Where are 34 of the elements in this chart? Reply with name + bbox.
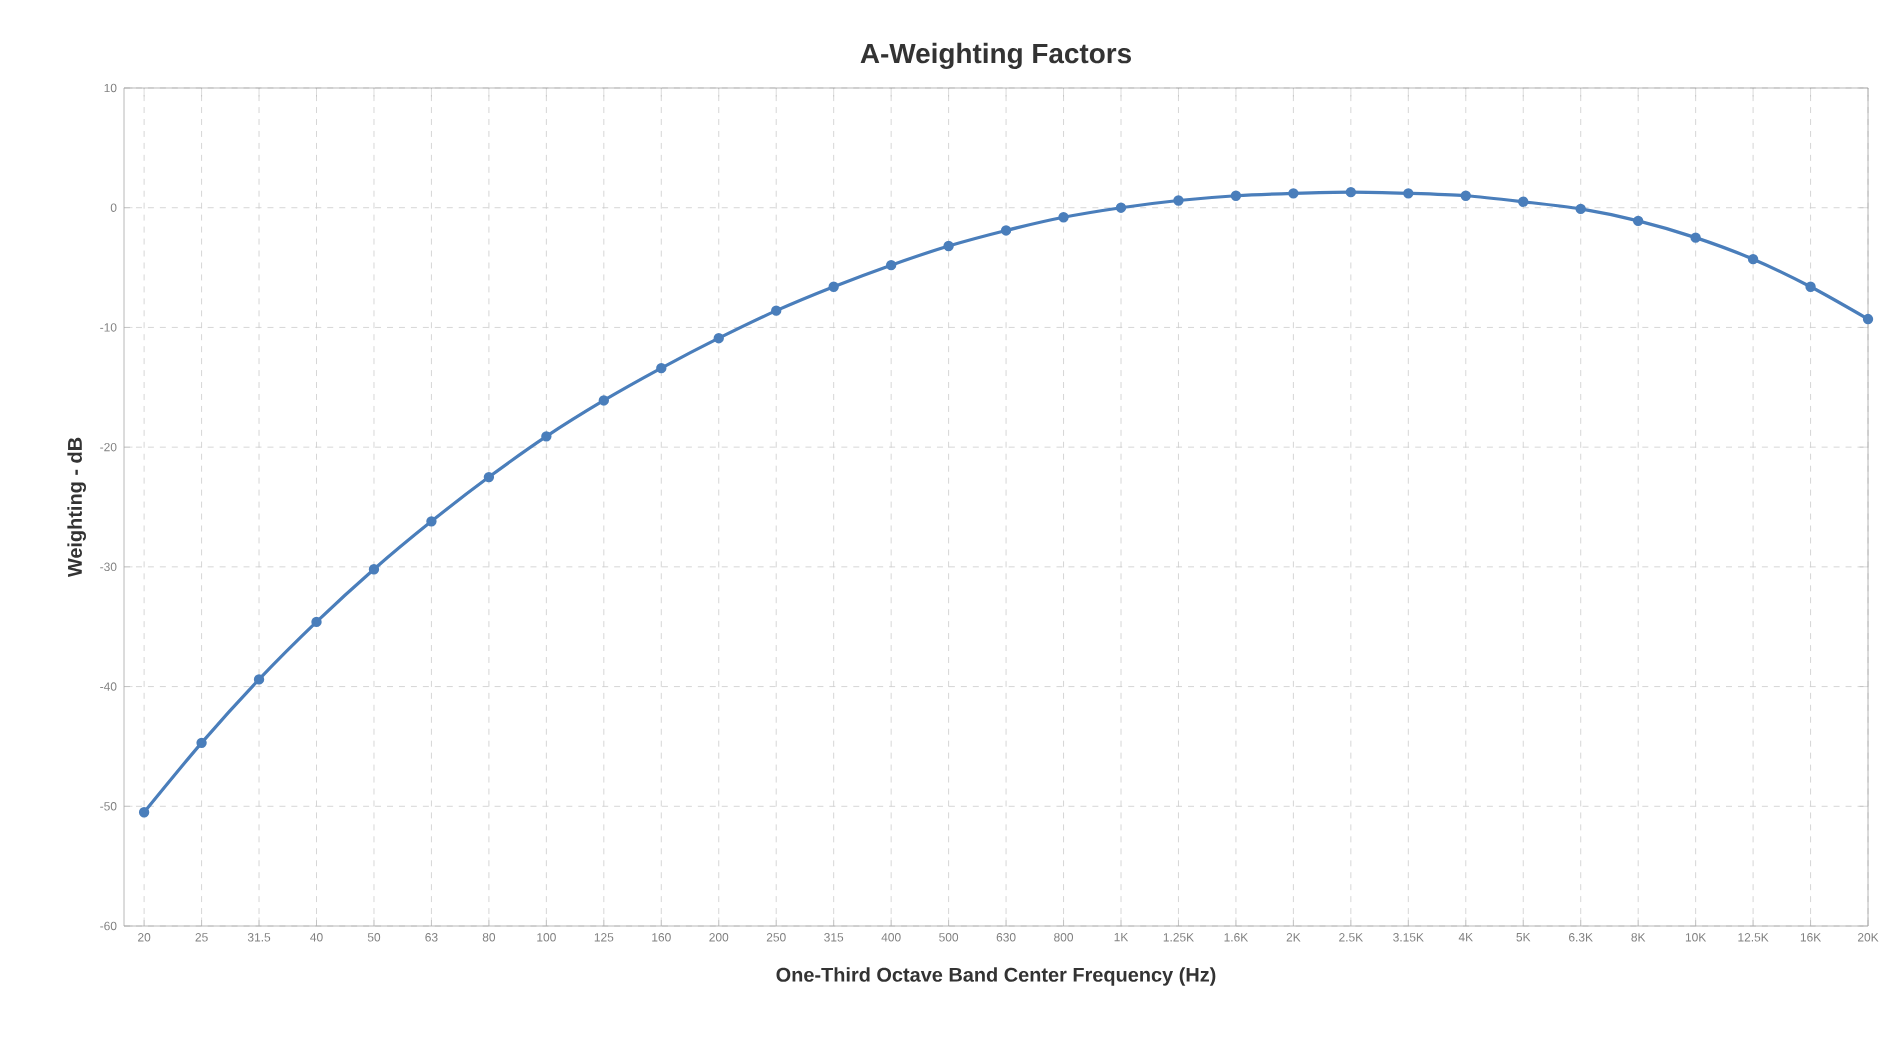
point — [828, 281, 839, 292]
point — [1230, 190, 1242, 201]
point — [541, 431, 552, 442]
point — [1747, 253, 1759, 265]
point — [598, 395, 610, 406]
y-axis-title: Weighting - dB — [67, 437, 86, 578]
point — [1575, 203, 1586, 215]
point — [1288, 188, 1299, 199]
point — [1632, 215, 1644, 227]
chart-title: A-Weighting Factors — [860, 42, 1131, 69]
point — [1058, 212, 1069, 223]
point — [771, 305, 782, 316]
point — [1460, 190, 1471, 201]
point — [1862, 313, 1874, 325]
point — [713, 333, 724, 344]
point — [253, 674, 265, 685]
x-axis-title: One-Third Octave Band Center Frequency (Hz) — [776, 967, 1216, 986]
point — [1000, 225, 1012, 236]
point — [943, 240, 954, 252]
point — [368, 564, 380, 575]
point — [1403, 188, 1414, 199]
point — [656, 362, 667, 374]
point — [1115, 202, 1127, 213]
point — [1173, 195, 1184, 206]
point — [426, 516, 437, 527]
point — [1690, 232, 1701, 243]
point — [1805, 281, 1816, 292]
point — [1518, 196, 1529, 207]
point — [196, 737, 207, 749]
point — [483, 471, 495, 483]
point — [885, 259, 897, 271]
point — [311, 616, 322, 628]
point — [1345, 186, 1357, 198]
point — [138, 807, 150, 818]
